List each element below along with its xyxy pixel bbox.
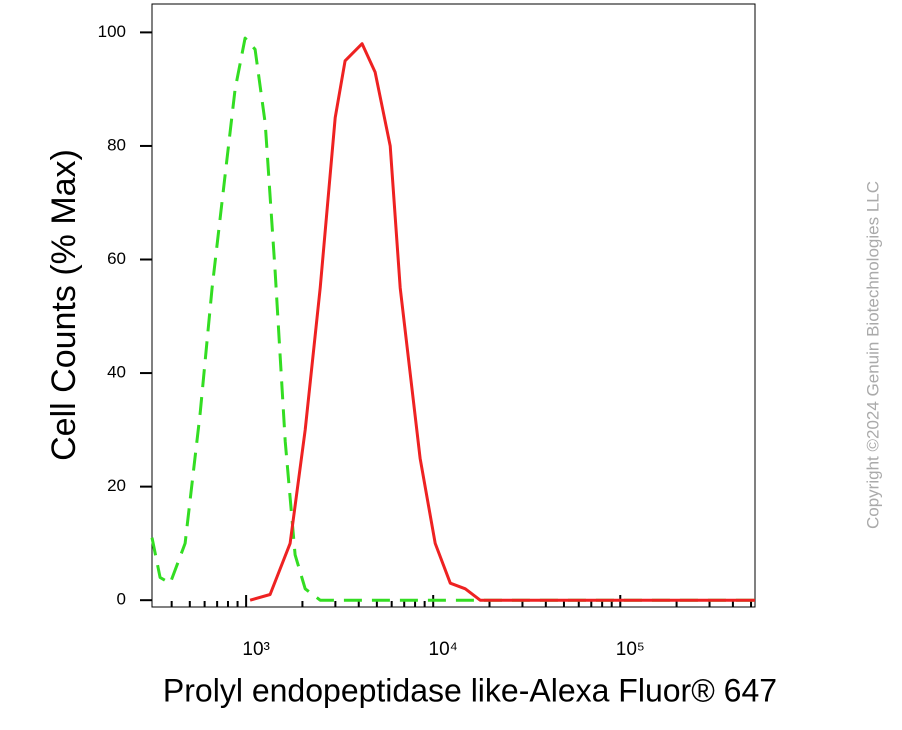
y-tick-label: 60 <box>107 249 126 268</box>
y-tick-label: 40 <box>107 363 126 382</box>
watermark: Copyright ©2024 Genuin Biotechnologies L… <box>863 181 882 529</box>
y-axis-label: Cell Counts (% Max) <box>45 149 83 461</box>
x-tick-label: 10³ <box>242 639 269 660</box>
x-tick-label: 10⁵ <box>616 639 645 660</box>
x-tick-label: 10⁴ <box>429 639 458 660</box>
y-tick-label: 0 <box>117 590 126 609</box>
histogram-line <box>249 42 755 602</box>
plot-frame <box>151 3 756 608</box>
y-tick-label: 80 <box>107 135 126 154</box>
y-tick-label: 100 <box>98 22 126 41</box>
y-tick-label: 20 <box>107 476 126 495</box>
histogram-line <box>150 36 755 602</box>
x-axis-label: Prolyl endopeptidase like-Alexa Fluor® 6… <box>163 672 777 708</box>
